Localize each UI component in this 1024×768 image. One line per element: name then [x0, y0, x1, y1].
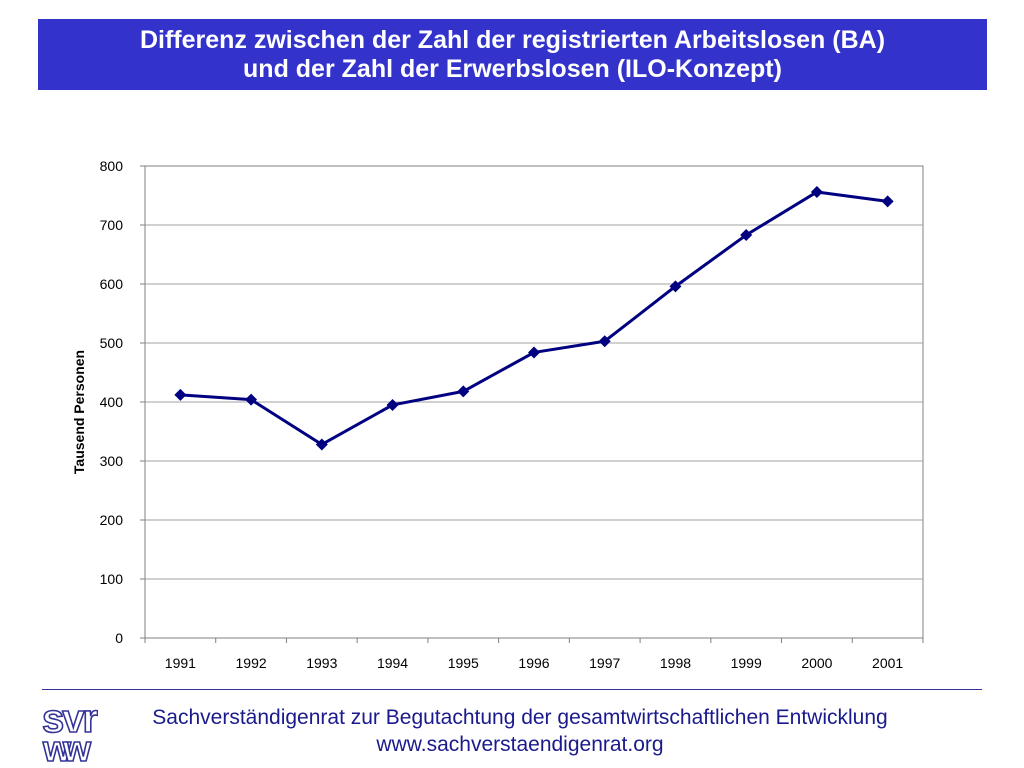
data-point-marker — [669, 280, 682, 293]
data-point-marker — [881, 195, 894, 208]
x-tick-label: 1991 — [165, 655, 196, 671]
gridlines — [145, 224, 923, 580]
data-point-marker — [528, 346, 540, 359]
footer-text: Sachverständigenrat zur Begutachtung der… — [110, 704, 930, 758]
x-tick-label: 1994 — [377, 655, 408, 671]
footer-divider — [42, 689, 982, 690]
y-tick-label: 200 — [100, 512, 124, 528]
slide-title-line-1: Differenz zwischen der Zahl der registri… — [139, 26, 886, 54]
x-tick-label: 1992 — [236, 655, 267, 671]
y-tick-label: 500 — [100, 335, 124, 351]
x-tick-label: 2000 — [801, 655, 832, 671]
y-tick-label: 0 — [115, 630, 123, 646]
title-banner: Differenz zwischen der Zahl der registri… — [38, 19, 987, 90]
data-point-marker — [386, 398, 399, 411]
slide-title-line-2: und der Zahl der Erwerbslosen (ILO-Konze… — [243, 55, 782, 83]
data-point-marker — [810, 185, 823, 198]
y-tick-label: 700 — [100, 217, 124, 233]
data-point-marker — [598, 335, 611, 348]
y-axis-title: Tausend Personen — [71, 350, 87, 474]
data-point-marker — [740, 229, 753, 242]
y-tick-label: 800 — [100, 158, 124, 174]
svg-text:svr: svr — [42, 698, 97, 741]
data-point-marker — [174, 388, 187, 401]
series-layer — [174, 185, 894, 451]
data-point-marker — [315, 438, 328, 451]
y-tick-label: 600 — [100, 276, 124, 292]
x-tick-label: 2001 — [872, 655, 903, 671]
y-tick-label: 100 — [100, 571, 124, 587]
footer-organization: Sachverständigenrat zur Begutachtung der… — [152, 706, 888, 729]
y-tick-label: 300 — [100, 453, 124, 469]
svg-text:w: w — [62, 728, 92, 762]
x-tick-label: 1995 — [448, 655, 479, 671]
footer-url[interactable]: www.sachverstaendigenrat.org — [376, 733, 664, 756]
y-tick-label: 400 — [100, 394, 124, 410]
data-point-marker — [245, 393, 258, 406]
axes: 0 100 200 300 400 500 600 700 800 1991 1992 1993 199… — [100, 158, 924, 671]
x-tick-label: 1996 — [518, 655, 549, 671]
data-point-marker — [457, 385, 470, 398]
x-tick-label: 1997 — [589, 655, 620, 671]
x-tick-label: 1993 — [306, 655, 337, 671]
x-tick-label: 1999 — [731, 655, 762, 671]
x-tick-label: 1998 — [660, 655, 691, 671]
svr-logo: svr w w — [41, 698, 98, 762]
